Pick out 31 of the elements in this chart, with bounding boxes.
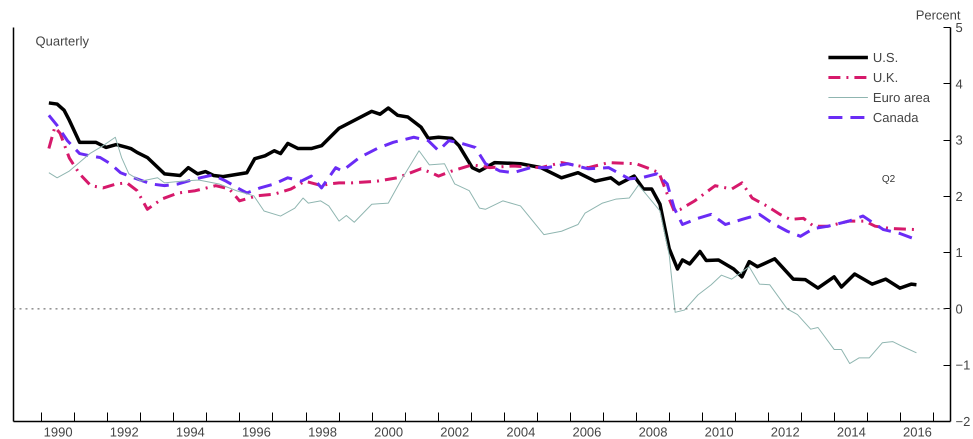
x-tick-label: 2010 bbox=[704, 424, 734, 439]
x-tick-label: 2000 bbox=[374, 424, 404, 439]
x-tick-label: 2012 bbox=[770, 424, 800, 439]
y-axis-title: Percent bbox=[916, 8, 961, 22]
y-tick-label: −2 bbox=[956, 414, 970, 429]
line-series bbox=[48, 136, 917, 364]
x-tick-label: 1992 bbox=[110, 424, 139, 439]
x-tick-label: 1994 bbox=[176, 424, 205, 439]
annotation: Q2 bbox=[882, 174, 896, 185]
x-tick-label: 1998 bbox=[308, 424, 337, 439]
legend-label: Canada bbox=[872, 110, 918, 124]
annotation: Quarterly bbox=[36, 34, 90, 48]
line-series bbox=[47, 101, 918, 290]
x-tick-label: 2002 bbox=[440, 424, 470, 439]
x-tick-label: 2004 bbox=[506, 424, 536, 439]
y-tick-label: 1 bbox=[956, 245, 963, 260]
y-tick-label: 2 bbox=[956, 188, 963, 204]
legend-label: U.K. bbox=[872, 70, 898, 84]
x-tick-label: 2014 bbox=[836, 424, 866, 439]
legend-label: U.S. bbox=[872, 50, 898, 64]
x-tick-label: 1996 bbox=[242, 424, 271, 439]
legend-label: Euro area bbox=[872, 90, 930, 104]
x-tick-label: 2016 bbox=[902, 424, 932, 439]
y-tick-label: 4 bbox=[956, 76, 963, 92]
x-tick-label: 2006 bbox=[572, 424, 602, 439]
y-tick-label: −1 bbox=[956, 358, 970, 373]
x-tick-label: 2008 bbox=[638, 424, 668, 439]
x-tick-label: 1990 bbox=[44, 424, 73, 439]
y-tick-label: 0 bbox=[956, 301, 963, 316]
y-tick-label: 3 bbox=[956, 132, 963, 148]
y-tick-label: 5 bbox=[956, 20, 963, 35]
